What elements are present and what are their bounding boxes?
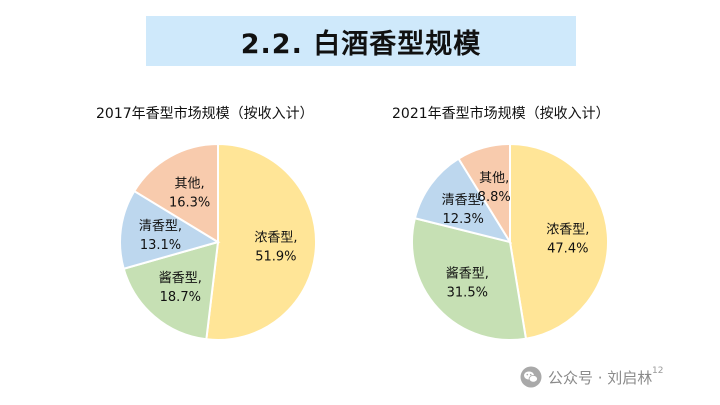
pie-slice-2017-3	[132, 142, 219, 244]
slice-label-2021-0: 浓香型, 47.4%	[546, 222, 589, 256]
slice-value-2021-0: 47.4%	[547, 241, 588, 256]
chart-title-2017: 2017年香型市场规模（按收入计）	[96, 106, 314, 122]
slice-label-2017-1: 酱香型, 18.7%	[159, 271, 202, 305]
slice-name-2021-3: 其他,	[479, 171, 509, 186]
slice-name-2021-2: 清香型,	[442, 193, 485, 208]
watermark: 公众号 · 刘启林	[520, 366, 652, 388]
page-title: 2.2. 白酒香型规模	[240, 28, 482, 60]
slice-name-2017-2: 清香型,	[139, 219, 182, 234]
pie-slice-2021-3	[457, 142, 511, 246]
slice-label-2017-0: 浓香型, 51.9%	[254, 231, 297, 265]
slice-name-2021-1: 酱香型,	[446, 266, 489, 281]
slice-name-2017-0: 浓香型,	[254, 231, 297, 246]
slice-name-2021-0: 浓香型,	[546, 222, 589, 237]
slice-value-2021-3: 8.8%	[478, 190, 511, 205]
slice-label-2021-3: 其他, 8.8%	[478, 171, 511, 205]
slice-value-2021-1: 31.5%	[447, 285, 488, 300]
slice-label-2017-3: 其他, 16.3%	[169, 176, 210, 210]
slice-label-2017-2: 清香型, 13.1%	[139, 219, 182, 253]
slice-value-2017-3: 16.3%	[169, 195, 210, 210]
title-banner: 2.2. 白酒香型规模	[146, 16, 576, 66]
pie-slice-2021-0	[509, 142, 610, 340]
slice-label-2021-1: 酱香型, 31.5%	[446, 266, 489, 300]
slice-name-2017-3: 其他,	[175, 176, 205, 191]
slice-label-2021-2: 清香型, 12.3%	[442, 193, 485, 227]
watermark-text: 公众号 · 刘启林	[548, 368, 653, 387]
chart-title-2021: 2021年香型市场规模（按收入计）	[392, 106, 610, 122]
pie-slice-2017-2	[119, 189, 221, 270]
slice-name-2017-1: 酱香型,	[159, 271, 202, 286]
pie-slice-2021-1	[411, 217, 528, 342]
pie-slice-2017-1	[122, 240, 220, 341]
slice-value-2021-2: 12.3%	[443, 212, 484, 227]
slice-value-2017-0: 51.9%	[255, 250, 296, 265]
pie-slice-2021-2	[413, 157, 513, 244]
pie-chart-2021: 浓香型, 47.4% 酱香型, 31.5% 清香型, 12.3% 其他, 8.8%	[411, 142, 610, 342]
slice-value-2017-1: 18.7%	[160, 290, 201, 305]
page-number: 12	[652, 366, 664, 376]
pie-chart-2017: 浓香型, 51.9% 酱香型, 18.7% 清香型, 13.1% 其他, 16.3%	[119, 142, 318, 341]
wechat-icon	[520, 366, 542, 388]
slice-value-2017-2: 13.1%	[140, 238, 181, 253]
pie-slice-2017-0	[205, 142, 318, 341]
